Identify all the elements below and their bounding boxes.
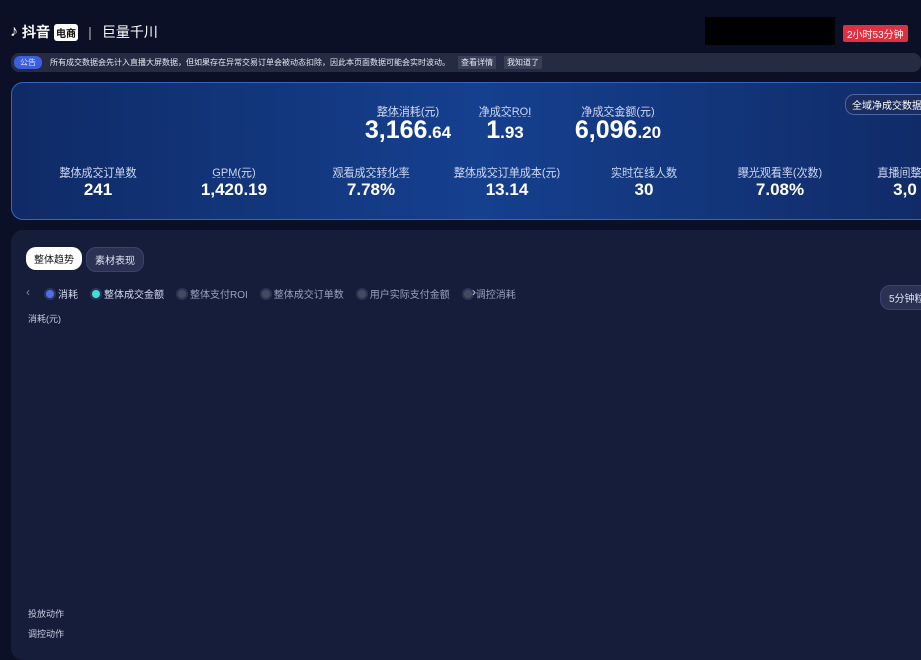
legend-text: 消耗 [58,286,78,301]
metric-value: 1,420.19 [201,180,267,200]
partner: 巨量千川 [102,22,158,42]
metric-label: 曝光观看率(次数) [738,164,822,180]
action-label: 调控动作 [28,627,64,640]
metric-label: 整体成交订单数 [60,164,137,180]
metric-label: 实时在线人数 [611,164,677,180]
legend-item[interactable]: 用户实际支付金额 [358,286,450,301]
metric-value: 7.78% [347,180,395,200]
metric-value: 3,0 [893,180,917,200]
value-int: 1 [486,116,500,144]
scope: 全域净成交数据 [852,101,921,112]
value-int: 6,096 [575,116,638,144]
tab-active[interactable]: 整体趋势 [26,247,82,270]
value-dec: .64 [427,123,451,142]
legend-item[interactable]: 消耗 [46,286,78,301]
metric-label: 观看成交转化率 [333,164,410,180]
legend-dot [464,290,472,298]
notice-tag: 公告 [14,56,42,69]
legend-prev[interactable]: ‹ [26,285,30,299]
legend-next[interactable]: › [472,285,476,299]
redacted [705,17,835,45]
metric-value: 6,096.20 [575,116,661,145]
metric-label: 整体成交订单成本(元) [454,164,560,180]
notice-bar: 公告 所有成交数据会先计入直播大屏数据，但如果存在异常交易订单会被动态扣除，因此… [11,53,921,72]
legend-dot [178,290,186,298]
legend: 消耗 整体成交金额 整体支付ROI 整体成交订单数 用户实际支付金额 调控消耗 [46,286,516,301]
metric-value: 1.93 [486,116,524,145]
legend-dot [46,290,54,298]
logo[interactable]: ♪ 抖音 电商 | 巨量千川 [10,22,158,42]
legend-text: 调控消耗 [476,286,516,301]
metric-value: 241 [84,180,112,200]
legend-text: 整体成交金额 [104,286,164,301]
y-axis-label: 消耗(元) [28,312,61,325]
legend-item[interactable]: 整体成交订单数 [262,286,344,301]
action-label: 投放动作 [28,607,64,620]
tab[interactable]: 素材表现 [86,247,144,272]
value-int: 3,166 [365,116,428,144]
notice-detail[interactable]: 查看详情 [458,56,496,69]
legend-dot [358,290,366,298]
legend-item[interactable]: 整体支付ROI [178,286,248,301]
value-dec: .93 [500,123,524,142]
legend-text: 整体成交订单数 [274,286,344,301]
brand-badge: 电商 [54,24,78,41]
timer: 2小时53分钟 [843,25,908,42]
legend-text: 用户实际支付金额 [370,286,450,301]
metric-value: 30 [635,180,654,200]
metric-value: 13.14 [486,180,529,200]
metric-value: 7.08% [756,180,804,200]
logo-icon: ♪ [10,23,18,41]
granularity[interactable]: 5分钟粒度 [880,285,921,310]
legend-item[interactable]: 整体成交金额 [92,286,164,301]
metric-label: 直播间整体 [878,164,921,180]
brand: 抖音 [22,22,50,42]
metric-value: 3,166.64 [365,116,451,145]
legend-text: 整体支付ROI [190,286,248,301]
scope-select[interactable]: 全域净成交数据 ⌄ [845,94,921,115]
notice-text: 所有成交数据会先计入直播大屏数据，但如果存在异常交易订单会被动态扣除，因此本页面… [50,57,450,68]
notice-dismiss[interactable]: 我知道了 [504,56,542,69]
divider: | [88,24,92,40]
legend-dot [92,290,100,298]
metric-label: GPM(元) [212,164,255,180]
legend-dot [262,290,270,298]
value-dec: .20 [637,123,661,142]
